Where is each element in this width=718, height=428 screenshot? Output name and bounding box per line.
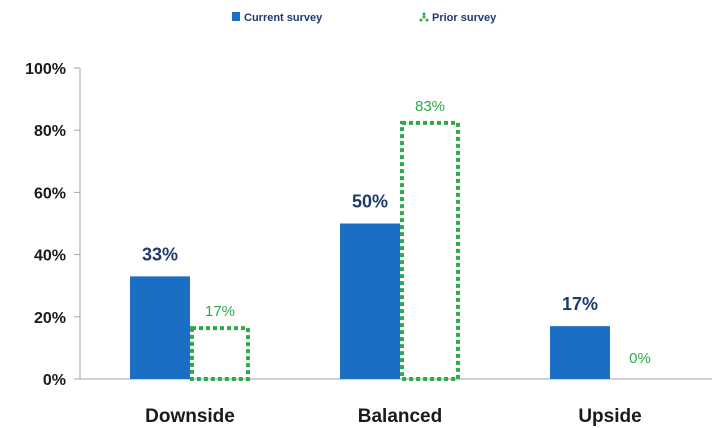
legend-swatch-prior bbox=[419, 12, 429, 22]
y-tick-label: 80% bbox=[34, 123, 66, 140]
bars bbox=[130, 120, 610, 382]
legend-swatch-dot bbox=[422, 15, 426, 19]
bar-prior-survey bbox=[190, 326, 250, 382]
y-tick-label: 60% bbox=[34, 185, 66, 202]
value-label-current: 33% bbox=[142, 244, 178, 264]
category-label: Upside bbox=[578, 406, 641, 427]
value-label-prior: 83% bbox=[415, 98, 445, 115]
legend-swatch-dot bbox=[425, 18, 429, 22]
bar-current-survey bbox=[340, 223, 400, 379]
legend-label-prior: Prior survey bbox=[432, 12, 497, 24]
legend: Current survey Prior survey bbox=[232, 12, 497, 24]
value-labels: 33% 17% 50% 83% 17% 0% bbox=[142, 98, 651, 367]
x-axis: Downside Balanced Upside bbox=[80, 378, 712, 427]
legend-swatch-dot bbox=[419, 18, 423, 22]
bar-current-survey bbox=[130, 276, 190, 379]
bar-prior-survey bbox=[400, 120, 460, 382]
y-tick-label: 0% bbox=[43, 372, 66, 389]
y-tick-label: 100% bbox=[25, 61, 66, 78]
bar-current-survey bbox=[550, 326, 610, 379]
value-label-prior: 0% bbox=[629, 350, 651, 367]
category-label: Balanced bbox=[358, 406, 442, 427]
legend-swatch-current bbox=[232, 12, 240, 21]
legend-swatch-dot bbox=[422, 12, 426, 16]
legend-label-current: Current survey bbox=[244, 12, 323, 24]
y-tick-label: 20% bbox=[34, 310, 66, 327]
value-label-current: 50% bbox=[352, 192, 388, 212]
y-axis: 0% 20% 40% 60% 80% 100% bbox=[25, 61, 81, 389]
category-label: Downside bbox=[145, 406, 235, 427]
value-label-prior: 17% bbox=[205, 303, 235, 320]
value-label-current: 17% bbox=[562, 294, 598, 314]
y-tick-label: 40% bbox=[34, 248, 66, 265]
